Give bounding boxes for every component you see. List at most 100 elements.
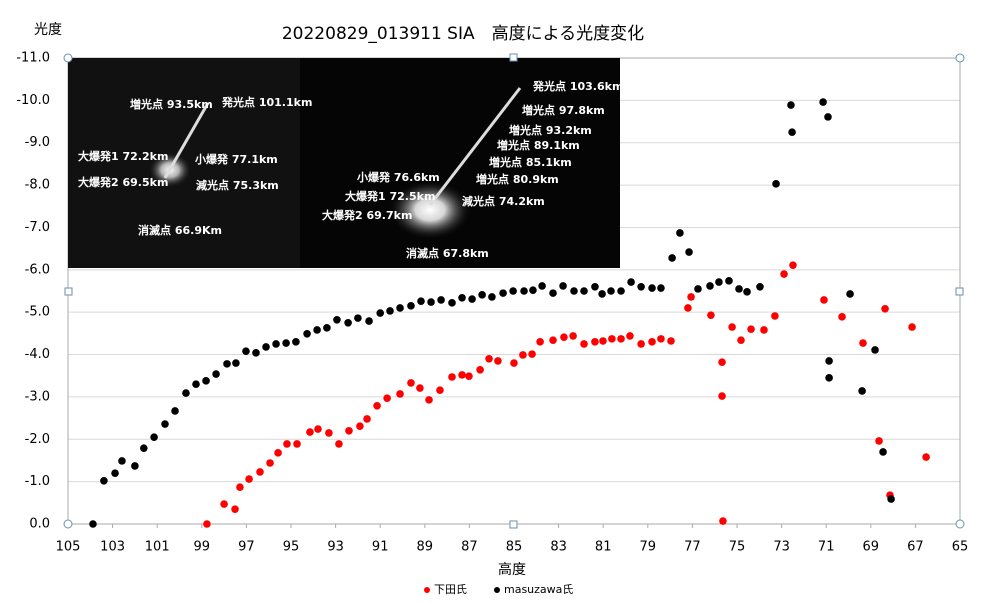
y-tick-label: 0.0 <box>29 517 50 532</box>
point <box>448 299 456 307</box>
handle[interactable] <box>63 53 73 63</box>
point <box>648 338 656 346</box>
x-tick-label: 81 <box>595 540 612 555</box>
point <box>323 324 331 332</box>
point <box>256 468 264 476</box>
point <box>203 520 211 528</box>
x-tick-label: 87 <box>461 540 478 555</box>
point <box>560 333 568 341</box>
handle[interactable] <box>955 53 965 63</box>
point <box>617 335 625 343</box>
point <box>231 505 239 513</box>
point <box>580 287 588 295</box>
point <box>485 354 493 363</box>
point <box>715 278 723 286</box>
handle[interactable] <box>509 53 518 62</box>
point <box>365 317 373 325</box>
point <box>648 284 656 292</box>
legend-label: masuzawa氏 <box>504 583 573 596</box>
point <box>789 261 797 269</box>
x-tick-label: 77 <box>684 540 701 555</box>
inset-label: 増光点 97.8km <box>522 103 605 117</box>
point <box>684 304 692 312</box>
x-tick-label: 103 <box>100 540 125 555</box>
x-tick-label: 89 <box>417 540 434 555</box>
point <box>232 359 240 367</box>
point <box>383 394 391 402</box>
handle[interactable] <box>509 520 518 529</box>
x-tick-label: 83 <box>550 540 567 555</box>
point <box>519 351 527 359</box>
point <box>509 287 517 295</box>
x-tick-label: 91 <box>372 540 389 555</box>
point <box>607 287 615 295</box>
handle[interactable] <box>955 519 965 529</box>
point <box>718 358 726 366</box>
x-tick-label: 69 <box>863 540 880 555</box>
point <box>344 318 352 327</box>
point <box>706 282 714 290</box>
inset-label: 減光点 75.3km <box>196 178 279 192</box>
x-tick-label: 75 <box>729 540 746 555</box>
point <box>468 295 476 303</box>
x-tick-label: 73 <box>773 540 790 555</box>
meteor-glow <box>388 180 472 240</box>
point <box>608 335 616 343</box>
point <box>922 453 930 461</box>
point <box>499 289 507 297</box>
point <box>707 311 715 319</box>
point <box>569 332 577 340</box>
point <box>236 483 244 491</box>
point <box>858 387 866 395</box>
point <box>465 372 473 380</box>
point <box>202 377 210 385</box>
inset-label: 大爆発2 69.5km <box>78 175 168 189</box>
x-tick-label: 79 <box>640 540 657 555</box>
point <box>908 323 916 331</box>
x-tick-label: 95 <box>283 540 300 555</box>
point <box>591 338 599 346</box>
point <box>685 248 693 256</box>
handle[interactable] <box>63 519 73 529</box>
point <box>667 337 675 345</box>
point <box>737 336 745 344</box>
inset-label: 増光点 93.2km <box>509 123 592 137</box>
point <box>718 392 726 400</box>
legend-label: 下田氏 <box>434 583 467 596</box>
inset-right <box>300 58 620 268</box>
point <box>396 390 404 398</box>
point <box>529 286 537 294</box>
point <box>242 347 250 355</box>
handle[interactable] <box>955 287 964 296</box>
inset-label: 大爆発1 72.5km <box>345 189 435 203</box>
point <box>735 285 743 293</box>
point <box>549 289 557 297</box>
point <box>345 427 353 435</box>
point <box>617 287 625 295</box>
point <box>118 457 126 465</box>
point <box>266 459 274 467</box>
point <box>820 296 828 304</box>
point <box>171 407 179 415</box>
inset-label: 小爆発 76.6km <box>356 170 440 184</box>
handle[interactable] <box>64 287 73 296</box>
point <box>787 101 795 109</box>
point <box>887 495 895 503</box>
y-tick-label: -3.0 <box>25 389 50 404</box>
point <box>879 448 887 456</box>
point <box>825 374 833 382</box>
point <box>488 293 496 301</box>
y-tick-label: -6.0 <box>25 262 50 277</box>
inset-label: 大爆発2 69.7km <box>322 208 412 222</box>
point <box>637 282 645 291</box>
point <box>333 316 341 324</box>
point <box>306 428 314 436</box>
point <box>838 313 846 321</box>
point <box>354 314 362 322</box>
y-tick-label: -2.0 <box>25 432 50 447</box>
x-tick-label: 65 <box>952 540 969 555</box>
point <box>637 340 645 348</box>
point <box>376 309 385 317</box>
y-tick-label: -5.0 <box>25 305 50 320</box>
point <box>510 359 518 367</box>
